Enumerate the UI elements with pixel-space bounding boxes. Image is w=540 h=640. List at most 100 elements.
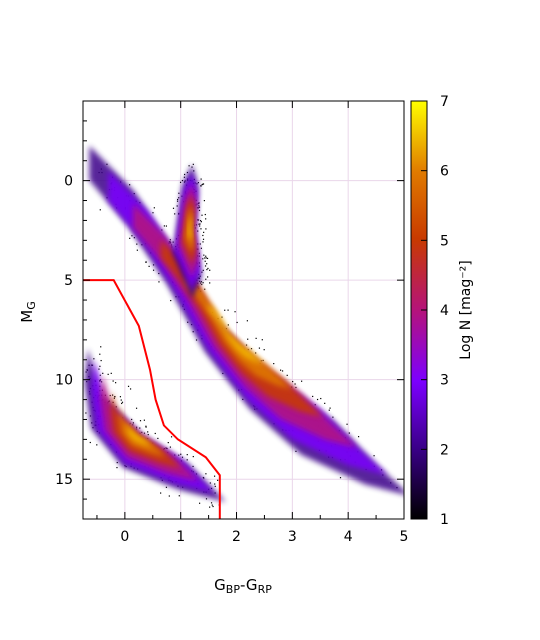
scatter-point xyxy=(263,349,265,351)
scatter-point xyxy=(202,258,204,260)
scatter-point xyxy=(316,398,319,401)
y-axis-label: MG xyxy=(18,301,38,322)
scatter-point xyxy=(188,165,190,167)
scatter-point xyxy=(212,505,214,508)
x-axis-label-sub2: RP xyxy=(258,583,273,596)
scatter-point xyxy=(163,448,166,450)
y-tick-label: 10 xyxy=(55,373,73,389)
scatter-point xyxy=(202,238,205,240)
scatter-point xyxy=(227,309,229,311)
y-axis-label-sub: G xyxy=(25,301,38,310)
scatter-point xyxy=(183,176,186,178)
scatter-point xyxy=(199,282,202,284)
scatter-point xyxy=(206,257,209,260)
scatter-point xyxy=(312,395,314,398)
density-region xyxy=(84,348,226,502)
scatter-point xyxy=(204,265,207,267)
x-tick-label: 4 xyxy=(344,529,353,545)
y-tick-label: 0 xyxy=(64,174,73,190)
scatter-point xyxy=(186,459,188,461)
scatter-point xyxy=(169,241,171,243)
plot-area: 0 1 2 3 4 5 0 5 10 15 xyxy=(55,100,409,545)
scatter-point xyxy=(200,247,203,249)
scatter-point xyxy=(294,383,296,385)
scatter-point xyxy=(98,368,100,370)
colorbar-tick-label: 6 xyxy=(440,164,449,180)
scatter-point xyxy=(154,432,156,435)
scatter-point xyxy=(178,197,180,199)
scatter-point xyxy=(145,261,147,263)
scatter-point xyxy=(158,272,160,275)
scatter-point xyxy=(119,396,122,398)
colorbar-tick-label: 5 xyxy=(440,233,449,249)
scatter-point xyxy=(143,419,145,421)
scatter-point xyxy=(172,241,174,243)
scatter-point xyxy=(192,455,194,458)
scatter-point xyxy=(165,447,167,449)
scatter-point xyxy=(197,243,199,245)
scatter-point xyxy=(201,214,203,216)
scatter-point xyxy=(197,230,199,232)
scatter-point xyxy=(209,482,211,484)
scatter-point xyxy=(324,402,326,404)
scatter-point xyxy=(199,243,201,245)
scatter-point xyxy=(204,288,206,290)
scatter-point xyxy=(181,179,184,182)
scatter-point xyxy=(198,252,200,254)
scatter-point xyxy=(258,347,261,349)
scatter-point xyxy=(320,397,322,400)
boundary-line xyxy=(83,279,221,519)
density-level xyxy=(91,359,215,494)
scatter-point xyxy=(197,207,199,209)
scatter-point xyxy=(210,502,213,504)
density-level xyxy=(108,170,388,476)
scatter-point xyxy=(99,353,101,355)
scatter-point xyxy=(209,269,211,271)
scatter-point xyxy=(198,206,201,208)
scatter-point xyxy=(187,321,189,323)
scatter-point xyxy=(165,225,168,227)
y-axis-ticks: 0 5 10 15 xyxy=(55,100,404,520)
scatter-point xyxy=(135,407,138,409)
scatter-point xyxy=(163,225,165,227)
scatter-point xyxy=(152,269,155,271)
scatter-point xyxy=(200,221,203,223)
scatter-point xyxy=(295,450,297,452)
scatter-point xyxy=(196,207,199,209)
scatter-point xyxy=(205,498,208,500)
x-tick-label: 5 xyxy=(400,529,409,545)
scatter-point xyxy=(204,260,206,262)
scatter-point xyxy=(198,223,200,225)
scatter-point xyxy=(198,255,200,257)
scatter-point xyxy=(102,372,104,374)
scatter-point xyxy=(202,476,204,479)
colorbar-tick-label: 1 xyxy=(440,512,449,528)
scatter-point xyxy=(131,418,133,421)
x-axis-label: GBP-GRP xyxy=(214,576,272,596)
scatter-point xyxy=(205,218,207,220)
scatter-point xyxy=(153,207,155,209)
scatter-point xyxy=(148,265,150,267)
x-axis-label-main: G xyxy=(214,576,226,594)
scatter-point xyxy=(201,184,203,186)
scatter-point xyxy=(166,447,168,450)
colorbar-tick-label: 4 xyxy=(440,303,449,319)
scatter-point xyxy=(165,486,168,488)
scatter-point xyxy=(346,423,348,425)
scatter-point xyxy=(206,268,208,271)
scatter-point xyxy=(209,506,211,508)
scatter-point xyxy=(112,380,114,382)
scatter-point xyxy=(99,365,101,367)
scatter-point xyxy=(139,420,142,422)
density-level xyxy=(187,217,193,241)
scatter-point xyxy=(200,178,202,180)
scatter-point xyxy=(115,406,117,408)
y-tick-label: 15 xyxy=(55,472,73,488)
scatter-point xyxy=(127,385,130,387)
scatter-point xyxy=(161,229,163,231)
scatter-point xyxy=(200,281,203,283)
scatter-point xyxy=(197,219,200,221)
scatter-point xyxy=(255,337,257,339)
x-tick-label: 0 xyxy=(120,529,129,545)
scatter-point xyxy=(147,431,149,433)
